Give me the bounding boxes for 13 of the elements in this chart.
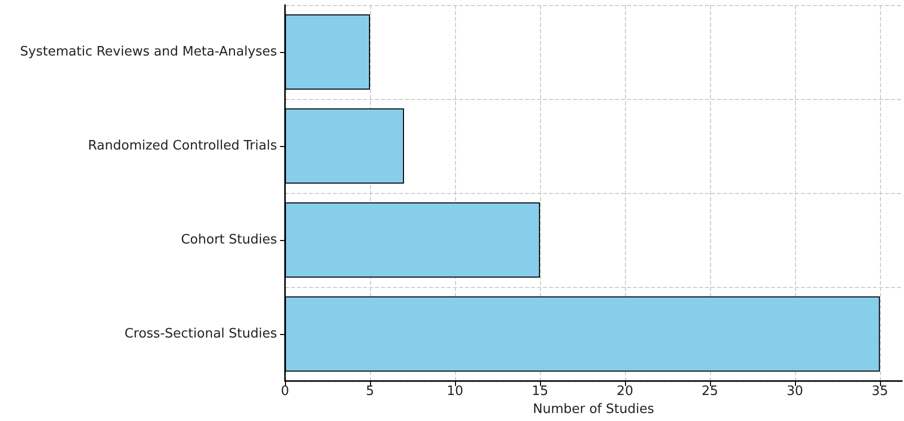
x-tick-label: 5	[366, 384, 374, 399]
x-axis-title: Number of Studies	[532, 402, 654, 417]
y-tick-label: Cross-Sectional Studies	[124, 326, 278, 342]
y-tick-label: Cohort Studies	[180, 232, 278, 248]
x-tick-label: 15	[532, 384, 548, 399]
x-tick-label: 35	[872, 384, 888, 399]
y-tick-label: Systematic Reviews and Meta-Analyses	[20, 44, 278, 60]
x-tick-label: 0	[280, 384, 290, 399]
x-tick-label: 10	[446, 384, 464, 399]
x-tick-label: 20	[616, 384, 634, 399]
x-tick-label: 30	[786, 384, 804, 399]
y-tick-label: Randomized Controlled Trials	[88, 138, 278, 154]
x-tick-label: 25	[702, 384, 718, 399]
